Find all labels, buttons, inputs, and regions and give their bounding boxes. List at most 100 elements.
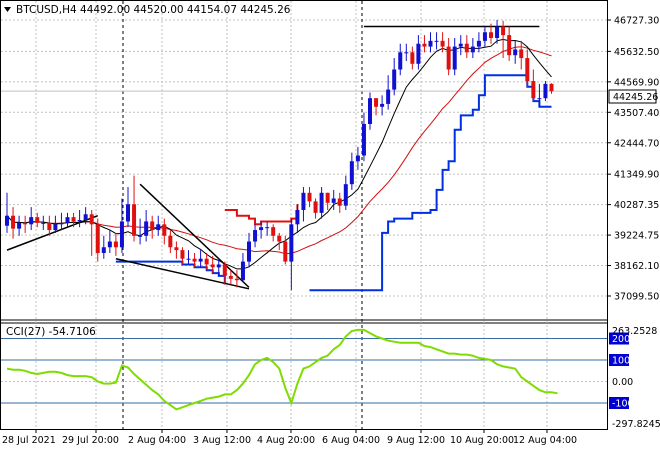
candle-body (343, 184, 348, 206)
current-price-box (608, 89, 657, 104)
candle-body (41, 222, 46, 224)
candle-body (180, 250, 185, 259)
candle-body (5, 215, 9, 226)
candle-body (144, 221, 149, 236)
candles (5, 20, 554, 291)
candle-body (234, 278, 239, 281)
candle-body (95, 224, 100, 253)
candle-body (355, 155, 360, 162)
candle-body (337, 198, 342, 206)
candle-body (543, 83, 548, 99)
candle-body (398, 52, 403, 70)
time-label: 28 Jul 2021 (2, 435, 56, 446)
candle-body (349, 161, 354, 185)
price-tick-label: 40287.35 (614, 200, 659, 211)
trendline (115, 257, 250, 290)
candle-body (35, 217, 40, 223)
candle-body (428, 40, 433, 47)
candle-body (132, 204, 137, 236)
time-label: 2 Aug 04:00 (128, 435, 186, 446)
candle-body (410, 52, 415, 64)
candle-body (434, 40, 439, 42)
candle-body (361, 123, 366, 156)
candle-body (519, 49, 524, 59)
cci-level-label: 100 (612, 356, 630, 367)
candle-body (507, 35, 512, 56)
price-tick-label: 45632.50 (614, 47, 659, 58)
grid (1, 1, 607, 429)
cci-level-box (609, 332, 629, 345)
candle-body (531, 80, 536, 99)
candle-body (386, 89, 391, 104)
candle-body (549, 83, 554, 92)
candle-body (283, 241, 288, 262)
cci-level-label: 0.00 (612, 377, 633, 388)
price-tick-label: 37099.50 (614, 292, 659, 303)
cci-min-value: -297.8245 (612, 419, 660, 430)
time-label: 6 Aug 04:00 (322, 435, 380, 446)
candle-body (404, 52, 409, 54)
cci-level-label: -100 (612, 399, 634, 410)
candle-body (138, 235, 143, 237)
candle-body (174, 247, 179, 251)
candle-body (192, 258, 197, 262)
candle-body (83, 214, 88, 221)
candle-body (416, 43, 421, 64)
candle-body (476, 40, 481, 47)
candle-body (537, 98, 542, 100)
candle-body (289, 224, 294, 262)
candle-body (307, 192, 312, 202)
candle-body (247, 241, 251, 262)
candle-body (271, 227, 276, 236)
candle-body (368, 98, 372, 124)
time-label: 12 Aug 04:00 (513, 435, 577, 446)
candle-body (47, 222, 52, 231)
candle-body (17, 222, 22, 229)
candle-body (513, 49, 518, 56)
candle-body (65, 217, 70, 223)
candle-body (113, 241, 118, 248)
price-tick-label: 38162.10 (614, 261, 659, 272)
candle-body (89, 214, 94, 225)
candle-body (119, 221, 124, 248)
dropdown-triangle-icon[interactable] (4, 7, 11, 12)
candle-body (482, 32, 487, 41)
candle-body (29, 217, 34, 225)
candle-body (495, 26, 500, 38)
candle-body (470, 46, 475, 53)
candle-body (210, 264, 215, 268)
candle-body (228, 275, 233, 279)
candle-body (71, 217, 76, 222)
cci-max-value: 263.2528 (612, 326, 657, 337)
candle-body (313, 201, 318, 213)
candle-body (156, 224, 161, 231)
cci-title: CCI(27) -54.7106 (6, 326, 96, 338)
candle-body (198, 258, 203, 262)
candle-body (240, 261, 245, 281)
candle-body (107, 241, 112, 248)
indicator-lines (6, 25, 552, 292)
cci-indicator: 200 100 0.00 -100 (1, 328, 634, 411)
time-label: 3 Aug 12:00 (193, 435, 251, 446)
cci-level-box (609, 397, 629, 409)
trendline (6, 215, 99, 251)
support-trail-line (115, 260, 226, 285)
candle-body (501, 26, 506, 36)
candle-body (458, 43, 463, 47)
candle-body (168, 235, 173, 248)
candle-body (77, 220, 82, 222)
time-label: 29 Jul 20:00 (62, 435, 119, 446)
current-price-label: 44245.26 (613, 92, 658, 103)
time-label: 4 Aug 20:00 (257, 435, 315, 446)
candle-body (216, 264, 221, 268)
price-tick-label: 42444.70 (614, 138, 659, 149)
cci-line (6, 328, 558, 411)
candle-body (301, 192, 306, 210)
time-axis: 28 Jul 2021 29 Jul 20:00 2 Aug 04:00 3 Aug … (2, 429, 577, 446)
candle-body (150, 221, 155, 231)
support-trail-line (309, 74, 552, 292)
candle-body (265, 227, 270, 229)
candle-body (374, 98, 379, 107)
price-tick-label: 46727.30 (614, 16, 659, 27)
